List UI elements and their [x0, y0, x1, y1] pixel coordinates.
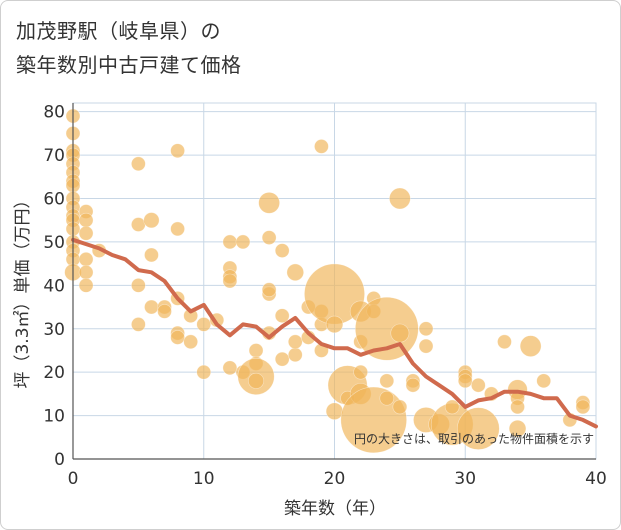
data-bubbles [64, 108, 591, 454]
y-tick-label: 0 [54, 450, 65, 470]
data-bubble [379, 373, 395, 389]
data-bubble [353, 364, 368, 380]
data-bubble [287, 334, 303, 350]
data-bubble [405, 377, 421, 393]
data-bubble [508, 419, 527, 438]
title-line-2: 築年数別中古戸建て価格 [16, 53, 242, 77]
data-bubble [196, 364, 212, 380]
data-bubble [131, 156, 146, 172]
data-bubble [131, 317, 146, 332]
data-bubble [258, 192, 280, 214]
data-bubble [157, 304, 172, 319]
x-axis-label: 築年数（年） [284, 499, 386, 519]
data-bubble [314, 139, 329, 154]
y-tick-label: 60 [43, 190, 65, 210]
data-bubble [274, 308, 290, 324]
data-bubble [287, 347, 303, 363]
data-bubble [261, 282, 277, 297]
data-bubble [390, 323, 410, 343]
data-bubble [170, 330, 185, 345]
x-tick-label: 0 [68, 469, 79, 489]
data-bubble [418, 321, 434, 337]
data-bubble [144, 299, 159, 315]
data-bubble [248, 372, 265, 389]
data-bubble [78, 251, 94, 267]
data-bubble [575, 399, 591, 415]
y-tick-label: 20 [43, 363, 65, 383]
data-bubble [222, 234, 238, 250]
bubble-size-note: 円の大きさは、取引のあった物件面積を示す [354, 431, 594, 446]
data-bubble [392, 399, 408, 415]
data-bubble [379, 390, 395, 406]
chart-title: 加茂野駅（岐阜県）の 築年数別中古戸建て価格 [16, 14, 242, 82]
data-bubble [519, 335, 542, 357]
data-bubble [235, 234, 251, 250]
data-bubble [444, 399, 460, 415]
data-bubble [274, 351, 290, 367]
data-bubble [222, 360, 238, 376]
data-bubble [196, 317, 212, 332]
y-tick-label: 50 [43, 233, 65, 253]
data-bubble [510, 399, 525, 415]
x-tick-label: 10 [193, 469, 215, 489]
data-bubble [286, 263, 304, 282]
data-bubble [457, 407, 500, 450]
y-tick-label: 10 [43, 407, 65, 427]
data-bubble [248, 343, 264, 358]
axes: 0 10 20 30 40 0 10 20 30 40 50 60 70 80 [43, 103, 606, 489]
data-bubble [536, 373, 552, 389]
data-bubble [78, 265, 94, 280]
title-line-1: 加茂野駅（岐阜県）の [16, 19, 221, 43]
data-bubble [222, 273, 238, 289]
data-bubble [170, 143, 185, 159]
data-bubble [325, 315, 344, 334]
data-bubble [471, 377, 486, 393]
data-bubble [389, 187, 411, 210]
data-bubble [354, 296, 419, 361]
y-tick-label: 70 [43, 146, 65, 166]
data-bubble [131, 278, 146, 293]
data-bubble [78, 212, 94, 228]
data-bubble [325, 402, 344, 420]
y-axis-label: 坪（3.3㎡）単価（万円） [13, 191, 33, 388]
y-tick-label: 30 [43, 320, 65, 340]
data-bubble [144, 247, 159, 263]
data-bubble [274, 243, 290, 258]
data-bubble [183, 334, 198, 350]
data-bubble [143, 212, 160, 229]
x-tick-label: 20 [324, 469, 346, 489]
data-bubble [457, 373, 473, 389]
y-tick-label: 40 [43, 276, 65, 296]
data-bubble [170, 221, 185, 237]
x-tick-label: 40 [585, 469, 607, 489]
data-bubble [497, 334, 512, 350]
x-tick-label: 30 [454, 469, 476, 489]
data-bubble [261, 230, 277, 245]
average-price-line [71, 237, 598, 429]
y-tick-label: 80 [43, 103, 65, 123]
data-bubble [418, 338, 434, 354]
data-bubble [131, 217, 146, 232]
data-bubble [78, 278, 94, 293]
data-bubble [78, 225, 94, 241]
